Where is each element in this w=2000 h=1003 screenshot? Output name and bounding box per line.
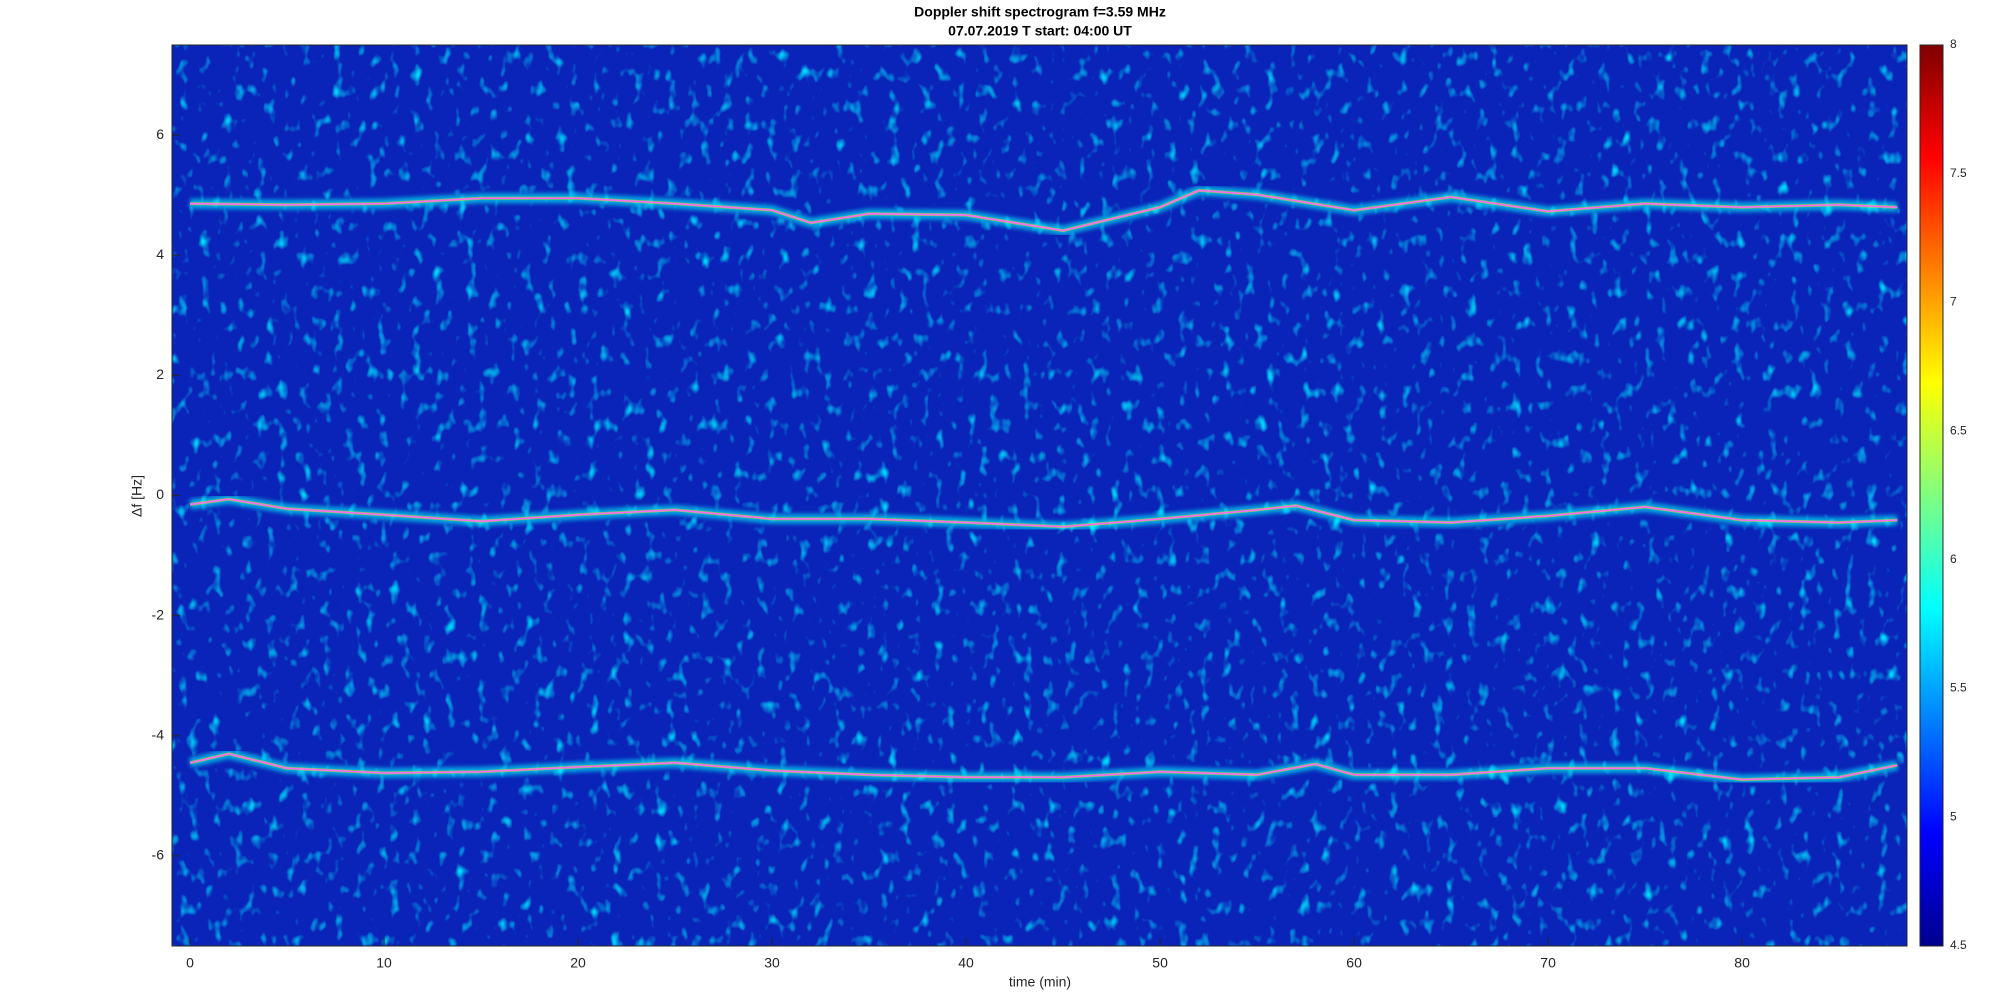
colorbar-tick-label: 7.5 <box>1950 166 1967 180</box>
y-tick-label: 6 <box>156 126 164 142</box>
y-axis-label: Δf [Hz] <box>129 475 145 517</box>
traces <box>188 185 1899 785</box>
x-tick-label: 20 <box>570 955 586 971</box>
colorbar-tick-label: 5 <box>1950 809 1957 823</box>
chart-subtitle: 07.07.2019 T start: 04:00 UT <box>948 23 1132 39</box>
x-tick-label: 10 <box>376 955 392 971</box>
colorbar-tick-label: 6 <box>1950 552 1957 566</box>
y-tick-label: 0 <box>156 486 164 502</box>
x-tick-label: 50 <box>1152 955 1168 971</box>
colorbar-tick-label: 7 <box>1950 295 1957 309</box>
trace-line <box>189 753 1898 781</box>
colorbar-tick-label: 6.5 <box>1950 423 1967 437</box>
y-tick-label: -2 <box>152 606 165 622</box>
x-tick-label: 70 <box>1540 955 1556 971</box>
y-tick-label: 4 <box>156 246 164 262</box>
trace-line <box>189 498 1898 528</box>
colorbar-tick-label: 4.5 <box>1950 938 1967 952</box>
colorbar <box>1919 44 1944 947</box>
trace-line <box>189 189 1898 232</box>
x-tick-label: 80 <box>1734 955 1750 971</box>
colorbar-tick-label: 8 <box>1950 37 1957 51</box>
chart-title: Doppler shift spectrogram f=3.59 MHz <box>914 4 1166 20</box>
y-tick-label: -4 <box>152 726 165 742</box>
axes: 0 10 20 30 40 50 60 70 80 -6 -4 -2 0 2 4 6 4.5 5 5.5 6 6.5 7 7… <box>152 37 1967 971</box>
x-tick-label: 30 <box>764 955 780 971</box>
noise-texture <box>172 45 1907 946</box>
y-tick-label: -6 <box>152 847 165 863</box>
x-tick-label: 40 <box>958 955 974 971</box>
x-axis-label: time (min) <box>1009 974 1071 990</box>
x-tick-label: 60 <box>1346 955 1362 971</box>
x-tick-label: 0 <box>186 955 194 971</box>
y-tick-label: 2 <box>156 366 164 382</box>
colorbar-tick-label: 5.5 <box>1950 681 1967 695</box>
